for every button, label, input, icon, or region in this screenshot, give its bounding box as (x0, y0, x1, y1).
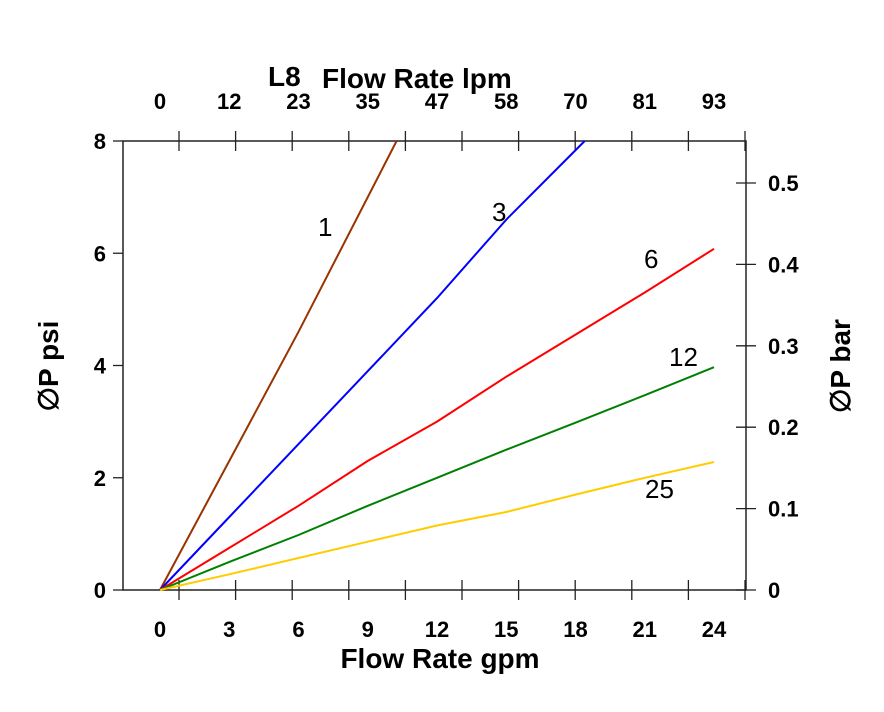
curve-label-6: 6 (644, 244, 658, 274)
y2-tick-label: 0 (768, 578, 780, 603)
x2-tick-label: 93 (702, 89, 726, 114)
x-tick-label: 18 (563, 617, 587, 642)
y2-tick-label: 0.3 (768, 334, 799, 359)
top-x-axis-label: Flow Rate lpm (322, 63, 512, 94)
series-line-6 (159, 247, 715, 591)
series-line-1 (159, 140, 398, 591)
x2-tick-label: 23 (286, 89, 310, 114)
y-tick-label: 2 (94, 466, 106, 491)
axis-ticks (113, 131, 756, 600)
x2-tick-label: 58 (494, 89, 518, 114)
x-axis-label: Flow Rate gpm (340, 643, 539, 674)
x-tick-label: 0 (154, 617, 166, 642)
series-lines (159, 140, 715, 591)
tick-labels: 0246800.10.20.30.40.50031262393512471558… (94, 89, 800, 642)
y-tick-label: 6 (94, 241, 106, 266)
y2-tick-label: 0.2 (768, 415, 799, 440)
y-tick-label: 4 (94, 354, 107, 379)
y-tick-label: 8 (94, 129, 106, 154)
series-line-12 (159, 366, 715, 591)
series-line-25 (159, 461, 715, 591)
x-tick-label: 6 (292, 617, 304, 642)
x2-tick-label: 0 (154, 89, 166, 114)
y-axis-label: ∅P psi (33, 321, 64, 412)
right-y-axis-label: ∅P bar (825, 319, 856, 413)
x-tick-label: 15 (494, 617, 518, 642)
y2-tick-label: 0.5 (768, 171, 799, 196)
curve-label-12: 12 (669, 342, 698, 372)
x2-tick-label: 47 (425, 89, 449, 114)
x-tick-label: 3 (223, 617, 235, 642)
curve-label-3: 3 (492, 197, 506, 227)
curve-label-1: 1 (318, 212, 332, 242)
y2-tick-label: 0.1 (768, 497, 799, 522)
x-tick-label: 12 (425, 617, 449, 642)
chart-title: L8 (268, 61, 301, 92)
x-tick-label: 24 (702, 617, 727, 642)
x2-tick-label: 70 (563, 89, 587, 114)
x2-tick-label: 81 (633, 89, 657, 114)
x-tick-label: 9 (362, 617, 374, 642)
series-line-3 (159, 140, 586, 591)
curve-label-25: 25 (645, 474, 674, 504)
x2-tick-label: 12 (217, 89, 241, 114)
x2-tick-label: 35 (356, 89, 380, 114)
plot-frame (122, 140, 747, 591)
x-tick-label: 21 (633, 617, 657, 642)
y-tick-label: 0 (94, 578, 106, 603)
y2-tick-label: 0.4 (768, 252, 799, 277)
